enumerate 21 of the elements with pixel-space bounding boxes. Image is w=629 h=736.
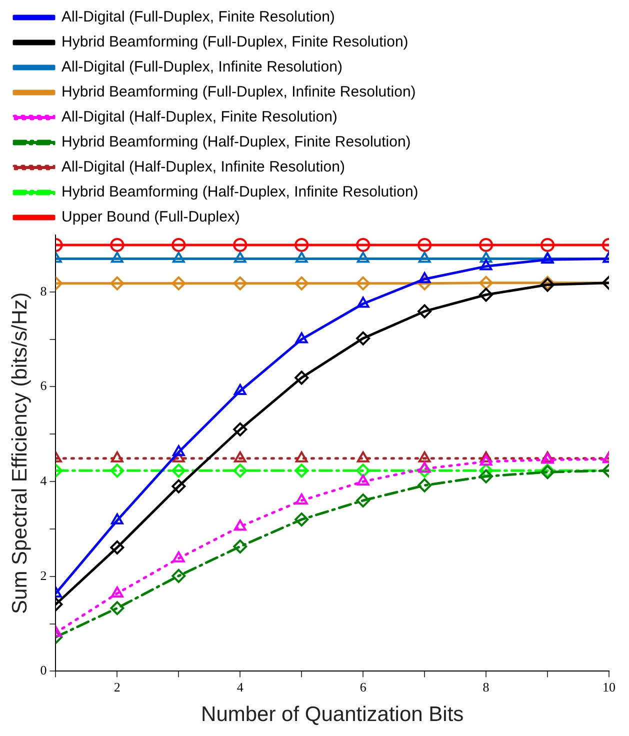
legend-label: All-Digital (Full-Duplex, Infinite Resolution) [62, 58, 342, 76]
x-tick-label: 10 [602, 679, 616, 694]
legend-label: Upper Bound (Full-Duplex) [62, 208, 240, 226]
legend-label: All-Digital (Half-Duplex, Infinite Resolution) [62, 158, 345, 176]
x-axis-title: Number of Quantization Bits [201, 703, 464, 726]
x-tick-label: 2 [114, 679, 120, 694]
legend-label: Hybrid Beamforming (Half-Duplex, Finite Resolution) [62, 134, 411, 151]
legend-label: Hybrid Beamforming (Full-Duplex, Infinite Resolution) [62, 84, 416, 101]
legend-label: All-Digital (Full-Duplex, Finite Resolution) [62, 8, 335, 26]
y-tick-label: 4 [40, 472, 48, 488]
legend-label: Hybrid Beamforming (Half-Duplex, Infinite Resolution) [62, 184, 418, 201]
y-axis-title: Sum Spectral Efficiency (bits/s/Hz) [8, 292, 32, 614]
y-tick-label: 8 [40, 283, 47, 298]
x-tick-label: 6 [360, 679, 367, 694]
legend-label: Hybrid Beamforming (Full-Duplex, Finite Resolution) [62, 34, 408, 51]
y-tick-label: 0 [40, 662, 47, 678]
y-tick-label: 2 [40, 568, 47, 583]
y-tick-label: 6 [40, 378, 48, 394]
x-tick-label: 4 [236, 679, 244, 694]
x-tick-label: 8 [482, 679, 490, 694]
legend-label: All-Digital (Half-Duplex, Finite Resolution) [62, 108, 338, 126]
